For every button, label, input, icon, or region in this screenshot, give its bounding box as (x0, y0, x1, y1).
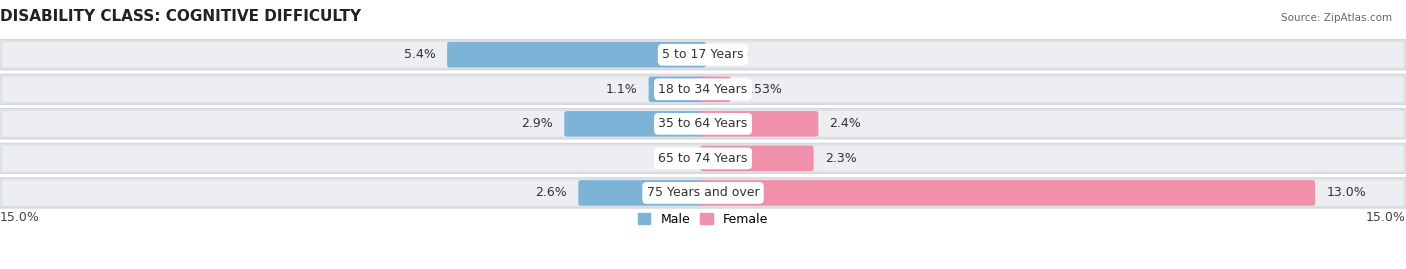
Text: 1.1%: 1.1% (606, 83, 637, 96)
Text: 5.4%: 5.4% (404, 48, 436, 61)
FancyBboxPatch shape (648, 76, 706, 102)
Text: 0.0%: 0.0% (717, 48, 749, 61)
FancyBboxPatch shape (0, 143, 1406, 174)
FancyBboxPatch shape (0, 40, 1406, 70)
FancyBboxPatch shape (3, 42, 1403, 68)
FancyBboxPatch shape (700, 146, 814, 171)
Text: 15.0%: 15.0% (0, 211, 39, 224)
FancyBboxPatch shape (3, 111, 1403, 137)
Text: 2.6%: 2.6% (536, 186, 567, 199)
FancyBboxPatch shape (700, 111, 818, 137)
Text: 5 to 17 Years: 5 to 17 Years (662, 48, 744, 61)
Text: 0.0%: 0.0% (657, 152, 689, 165)
FancyBboxPatch shape (564, 111, 706, 137)
FancyBboxPatch shape (447, 42, 706, 68)
Text: 18 to 34 Years: 18 to 34 Years (658, 83, 748, 96)
FancyBboxPatch shape (578, 180, 706, 206)
FancyBboxPatch shape (3, 76, 1403, 102)
FancyBboxPatch shape (0, 109, 1406, 139)
Text: DISABILITY CLASS: COGNITIVE DIFFICULTY: DISABILITY CLASS: COGNITIVE DIFFICULTY (0, 9, 361, 24)
Legend: Male, Female: Male, Female (634, 209, 772, 229)
Text: 65 to 74 Years: 65 to 74 Years (658, 152, 748, 165)
Text: 15.0%: 15.0% (1367, 211, 1406, 224)
FancyBboxPatch shape (0, 74, 1406, 104)
Text: 2.3%: 2.3% (825, 152, 856, 165)
Text: 2.9%: 2.9% (522, 117, 553, 130)
Text: 13.0%: 13.0% (1326, 186, 1367, 199)
FancyBboxPatch shape (3, 180, 1403, 206)
FancyBboxPatch shape (700, 180, 1315, 206)
FancyBboxPatch shape (3, 146, 1403, 171)
Text: 75 Years and over: 75 Years and over (647, 186, 759, 199)
Text: 35 to 64 Years: 35 to 64 Years (658, 117, 748, 130)
FancyBboxPatch shape (0, 178, 1406, 208)
Text: 2.4%: 2.4% (830, 117, 862, 130)
FancyBboxPatch shape (700, 76, 731, 102)
Text: Source: ZipAtlas.com: Source: ZipAtlas.com (1281, 13, 1392, 23)
Text: 0.53%: 0.53% (742, 83, 782, 96)
